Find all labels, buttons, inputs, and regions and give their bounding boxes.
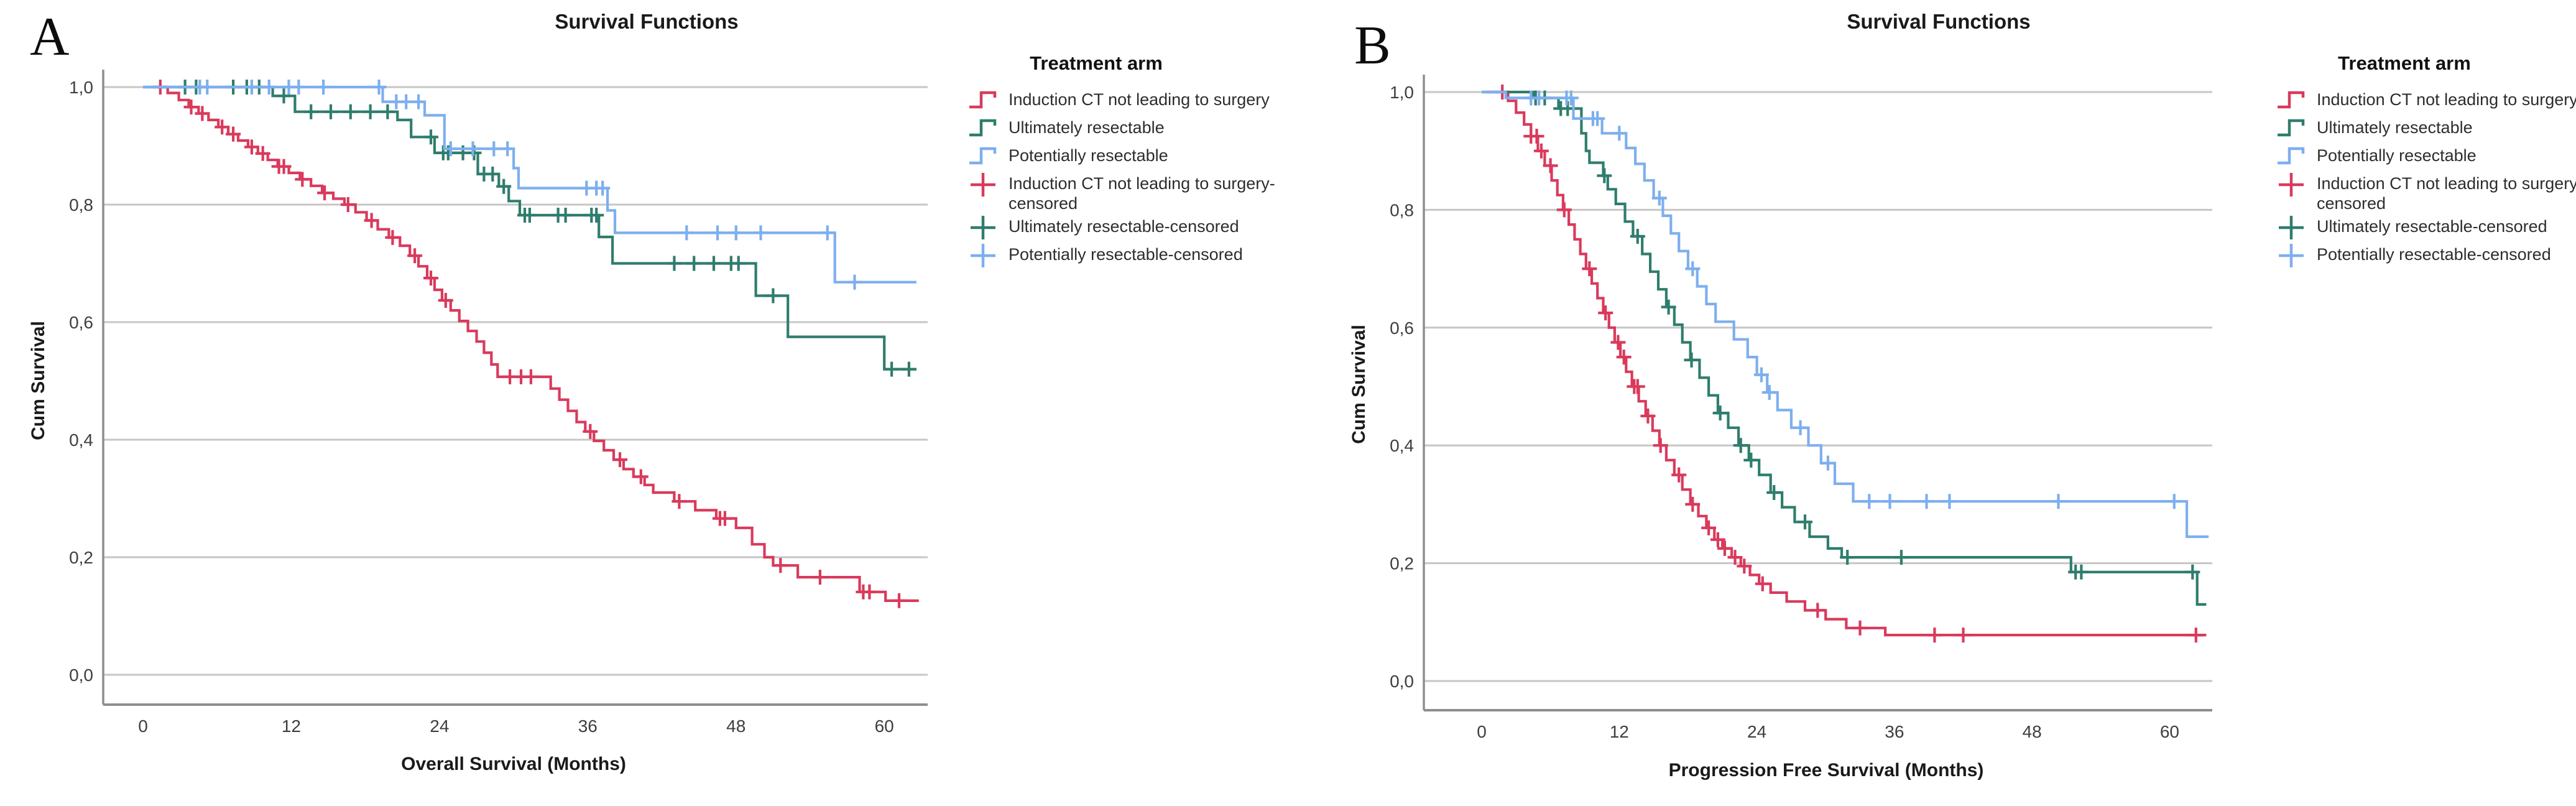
legend-item-label: Potentially resectable <box>2317 146 2477 165</box>
step-line-icon <box>2278 147 2305 165</box>
legend-item: Potentially resectable-censored <box>2271 244 2576 269</box>
x-tick-label: 48 <box>726 716 746 736</box>
legend-item: Potentially resectable-censored <box>963 244 1286 269</box>
censor-plus-icon <box>2279 244 2304 267</box>
legend-item-label: Ultimately resectable <box>1009 118 1165 137</box>
chart-b-y-axis-label: Cum Survival <box>1349 325 1369 444</box>
km-curve-ultimately-resectable <box>143 85 916 371</box>
legend-item-label: Potentially resectable-censored <box>2317 245 2551 264</box>
chart-a-title: Survival Functions <box>555 10 739 33</box>
y-tick-label: 1,0 <box>1390 83 1414 102</box>
km-curve-induction-ct-not-leading-to-surgery <box>152 85 919 602</box>
legend-item: Ultimately resectable-censored <box>963 216 1286 241</box>
x-tick-label: 12 <box>1610 722 1629 741</box>
x-tick-label: 0 <box>138 716 148 736</box>
chart-b-title: Survival Functions <box>1847 10 2031 33</box>
legend-item-label: Induction CT not leading to surgery-cens… <box>1009 174 1275 213</box>
censor-plus-icon <box>2279 216 2304 239</box>
y-tick-label: 0,0 <box>69 665 93 685</box>
step-line-icon <box>2278 91 2305 109</box>
y-tick-label: 1,0 <box>69 78 93 97</box>
y-tick-label: 0,0 <box>1390 672 1414 691</box>
y-tick-label: 0,2 <box>69 548 93 567</box>
censor-plus-icon <box>971 244 995 267</box>
panel-b-label: B <box>1354 16 1391 76</box>
censor-marks-potentially-resectable <box>1523 90 2182 509</box>
x-tick-label: 24 <box>1747 722 1766 741</box>
y-tick-label: 0,6 <box>1390 318 1414 338</box>
x-tick-label: 36 <box>578 716 598 736</box>
legend-item-label: Induction CT not leading to surgery-cens… <box>2317 174 2576 213</box>
legend-item: Induction CT not leading to surgery-cens… <box>963 173 1286 213</box>
y-tick-label: 0,8 <box>69 195 93 215</box>
km-curve-potentially-resectable <box>143 85 916 284</box>
legend-item: Potentially resectable <box>963 146 1286 170</box>
legend-item-label: Induction CT not leading to surgery <box>2317 90 2576 109</box>
legend-item: Ultimately resectable <box>963 118 1286 142</box>
step-line-icon <box>2278 119 2305 137</box>
chart-b-legend-title: Treatment arm <box>2338 52 2471 74</box>
y-tick-label: 0,4 <box>69 430 93 450</box>
censor-marks-induction-ct-not-leading-to-surgery <box>1495 85 2204 643</box>
censor-marks-potentially-resectable <box>192 80 862 290</box>
y-tick-label: 0,2 <box>1390 554 1414 573</box>
km-curve-ultimately-resectable <box>1482 90 2207 606</box>
panel-a-label: A <box>30 7 70 67</box>
legend-item: Induction CT not leading to surgery-cens… <box>2271 173 2576 213</box>
chart-a-x-axis-label: Overall Survival (Months) <box>401 754 626 774</box>
y-tick-label: 0,4 <box>1390 436 1414 455</box>
chart-a-legend-title: Treatment arm <box>1030 52 1163 74</box>
chart-a-legend-items: Induction CT not leading to surgery Ultim… <box>963 90 1286 269</box>
legend-item: Potentially resectable <box>2271 146 2576 170</box>
legend-item-label: Potentially resectable-censored <box>1009 245 1243 264</box>
x-tick-label: 0 <box>1477 722 1487 741</box>
chart-b-legend-items: Induction CT not leading to surgery Ultim… <box>2271 90 2576 269</box>
x-tick-label: 24 <box>430 716 449 736</box>
legend-item-label: Ultimately resectable-censored <box>2317 217 2547 236</box>
legend-item: Ultimately resectable-censored <box>2271 216 2576 241</box>
chart-a-y-axis-label: Cum Survival <box>28 321 48 440</box>
km-curve-potentially-resectable <box>1482 90 2209 539</box>
step-line-icon <box>969 91 997 109</box>
chart-b-x-axis-label: Progression Free Survival (Months) <box>1668 760 1984 781</box>
censor-plus-icon <box>971 216 995 239</box>
chart-b-legend: Treatment arm Induction CT not leading t… <box>2271 52 2576 272</box>
legend-item: Ultimately resectable <box>2271 118 2576 142</box>
censor-marks-ultimately-resectable <box>177 80 916 377</box>
legend-item-label: Induction CT not leading to surgery <box>1009 90 1270 109</box>
y-tick-label: 0,6 <box>69 313 93 332</box>
x-tick-label: 36 <box>1885 722 1904 741</box>
legend-item-label: Ultimately resectable-censored <box>1009 217 1239 236</box>
x-tick-label: 48 <box>2023 722 2042 741</box>
legend-item: Induction CT not leading to surgery <box>2271 90 2576 114</box>
censor-marks-induction-ct-not-leading-to-surgery <box>152 80 907 608</box>
y-tick-label: 0,8 <box>1390 200 1414 220</box>
legend-item-label: Potentially resectable <box>1009 146 1168 165</box>
legend-item: Induction CT not leading to surgery <box>963 90 1286 114</box>
x-tick-label: 60 <box>875 716 894 736</box>
chart-a-legend: Treatment arm Induction CT not leading t… <box>963 52 1286 272</box>
censor-plus-icon <box>2279 173 2304 197</box>
step-line-icon <box>969 147 997 165</box>
x-tick-label: 60 <box>2160 722 2179 741</box>
legend-item-label: Ultimately resectable <box>2317 118 2473 137</box>
censor-plus-icon <box>971 173 995 197</box>
x-tick-label: 12 <box>282 716 301 736</box>
censor-marks-ultimately-resectable <box>1528 90 2200 580</box>
step-line-icon <box>969 119 997 137</box>
